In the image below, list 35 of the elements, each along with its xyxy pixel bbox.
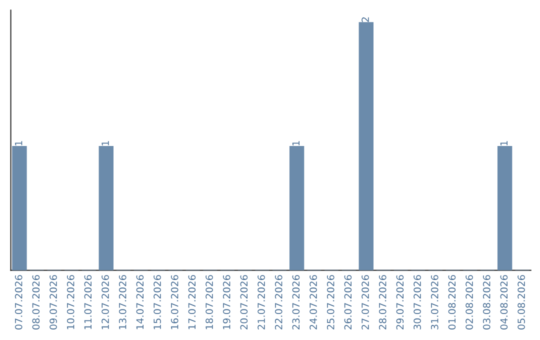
x-tick-label: 25.07.2026 (326, 275, 334, 330)
x-tick-label: 04.08.2026 (500, 275, 508, 330)
x-tick-label: 26.07.2026 (344, 275, 352, 330)
data-label: 1 (292, 141, 300, 146)
x-tick-label: 28.07.2026 (378, 275, 386, 330)
x-tick-label: 29.07.2026 (396, 275, 404, 330)
x-tick-label: 23.07.2026 (292, 275, 300, 330)
x-tick-label: 27.07.2026 (362, 275, 369, 330)
x-tick-label: 15.07.2026 (154, 275, 161, 330)
x-tick-label: 16.07.2026 (170, 275, 178, 330)
x-tick-label: 18.07.2026 (206, 275, 213, 330)
x-tick-label: 24.07.2026 (310, 275, 317, 330)
data-label: 1 (15, 141, 22, 146)
x-tick-label: 13.07.2026 (118, 275, 126, 330)
x-tick-label: 01.08.2026 (448, 275, 456, 330)
x-tick-label: 14.07.2026 (136, 275, 144, 330)
x-tick-label: 17.07.2026 (188, 275, 196, 330)
x-tick-label: 22.07.2026 (274, 275, 282, 330)
x-tick-label: 05.08.2026 (518, 275, 525, 330)
x-tick-label: 21.07.2026 (258, 275, 265, 330)
x-tick-label: 03.08.2026 (482, 275, 490, 330)
x-tick-label: 02.08.2026 (466, 275, 473, 330)
x-tick-label: 19.07.2026 (222, 275, 230, 330)
x-tick-label: 30.07.2026 (414, 275, 421, 330)
x-tick-label: 10.07.2026 (66, 275, 74, 330)
x-tick-label: 12.07.2026 (102, 275, 109, 330)
x-tick-label: 07.07.2026 (14, 275, 22, 330)
x-tick-label: 09.07.2026 (50, 275, 57, 330)
x-tick-label: 31.07.2026 (430, 275, 438, 330)
x-tick-label: 20.07.2026 (240, 275, 248, 330)
x-tick-label: 11.07.2026 (84, 275, 92, 330)
data-label: 2 (362, 17, 369, 22)
data-label: 1 (500, 141, 508, 146)
x-tick-label: 08.07.2026 (32, 275, 40, 330)
data-label: 1 (102, 141, 109, 146)
